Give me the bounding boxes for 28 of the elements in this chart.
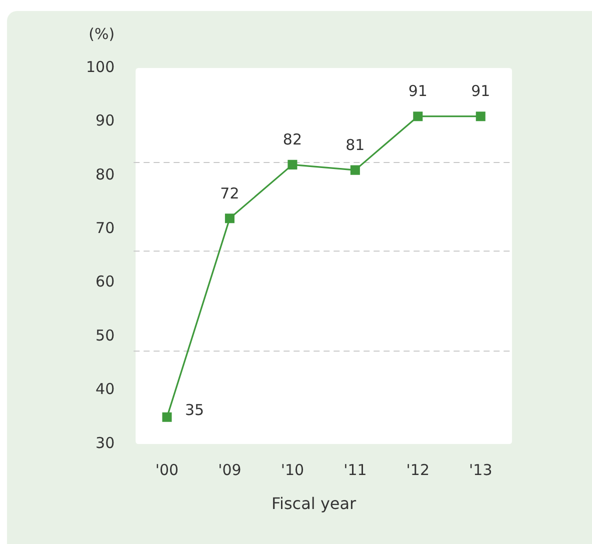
data-label: 91 [408, 82, 428, 100]
y-tick-label: 70 [96, 219, 115, 238]
x-tick-label: '13 [469, 460, 492, 479]
point [224, 214, 234, 224]
data-label: 81 [346, 136, 365, 154]
y-tick-label: 100 [86, 58, 115, 76]
y-tick-label: 90 [96, 112, 115, 130]
y-tick-label: 80 [96, 165, 115, 184]
data-label: 82 [282, 130, 302, 149]
x-tick-label: '00 [155, 460, 179, 479]
y-tick-label: 30 [96, 434, 115, 452]
y-tick-label: 60 [96, 272, 115, 291]
point [350, 165, 360, 175]
point [288, 160, 298, 170]
data-label: 72 [220, 184, 240, 202]
x-axis-title: Fiscal year [271, 494, 357, 514]
x-tick-label: '10 [280, 460, 304, 479]
data-label: 35 [184, 401, 204, 420]
y-tick-label: 50 [96, 326, 115, 344]
point [413, 112, 423, 122]
x-tick-label: '11 [344, 460, 367, 479]
point [476, 112, 486, 122]
data-label: 91 [471, 82, 490, 100]
y-tick-label: 40 [96, 380, 115, 398]
x-tick-label: '12 [406, 460, 430, 479]
x-tick-label: '09 [218, 460, 242, 479]
y-axis-title: (%) [88, 24, 115, 43]
point [162, 412, 172, 422]
